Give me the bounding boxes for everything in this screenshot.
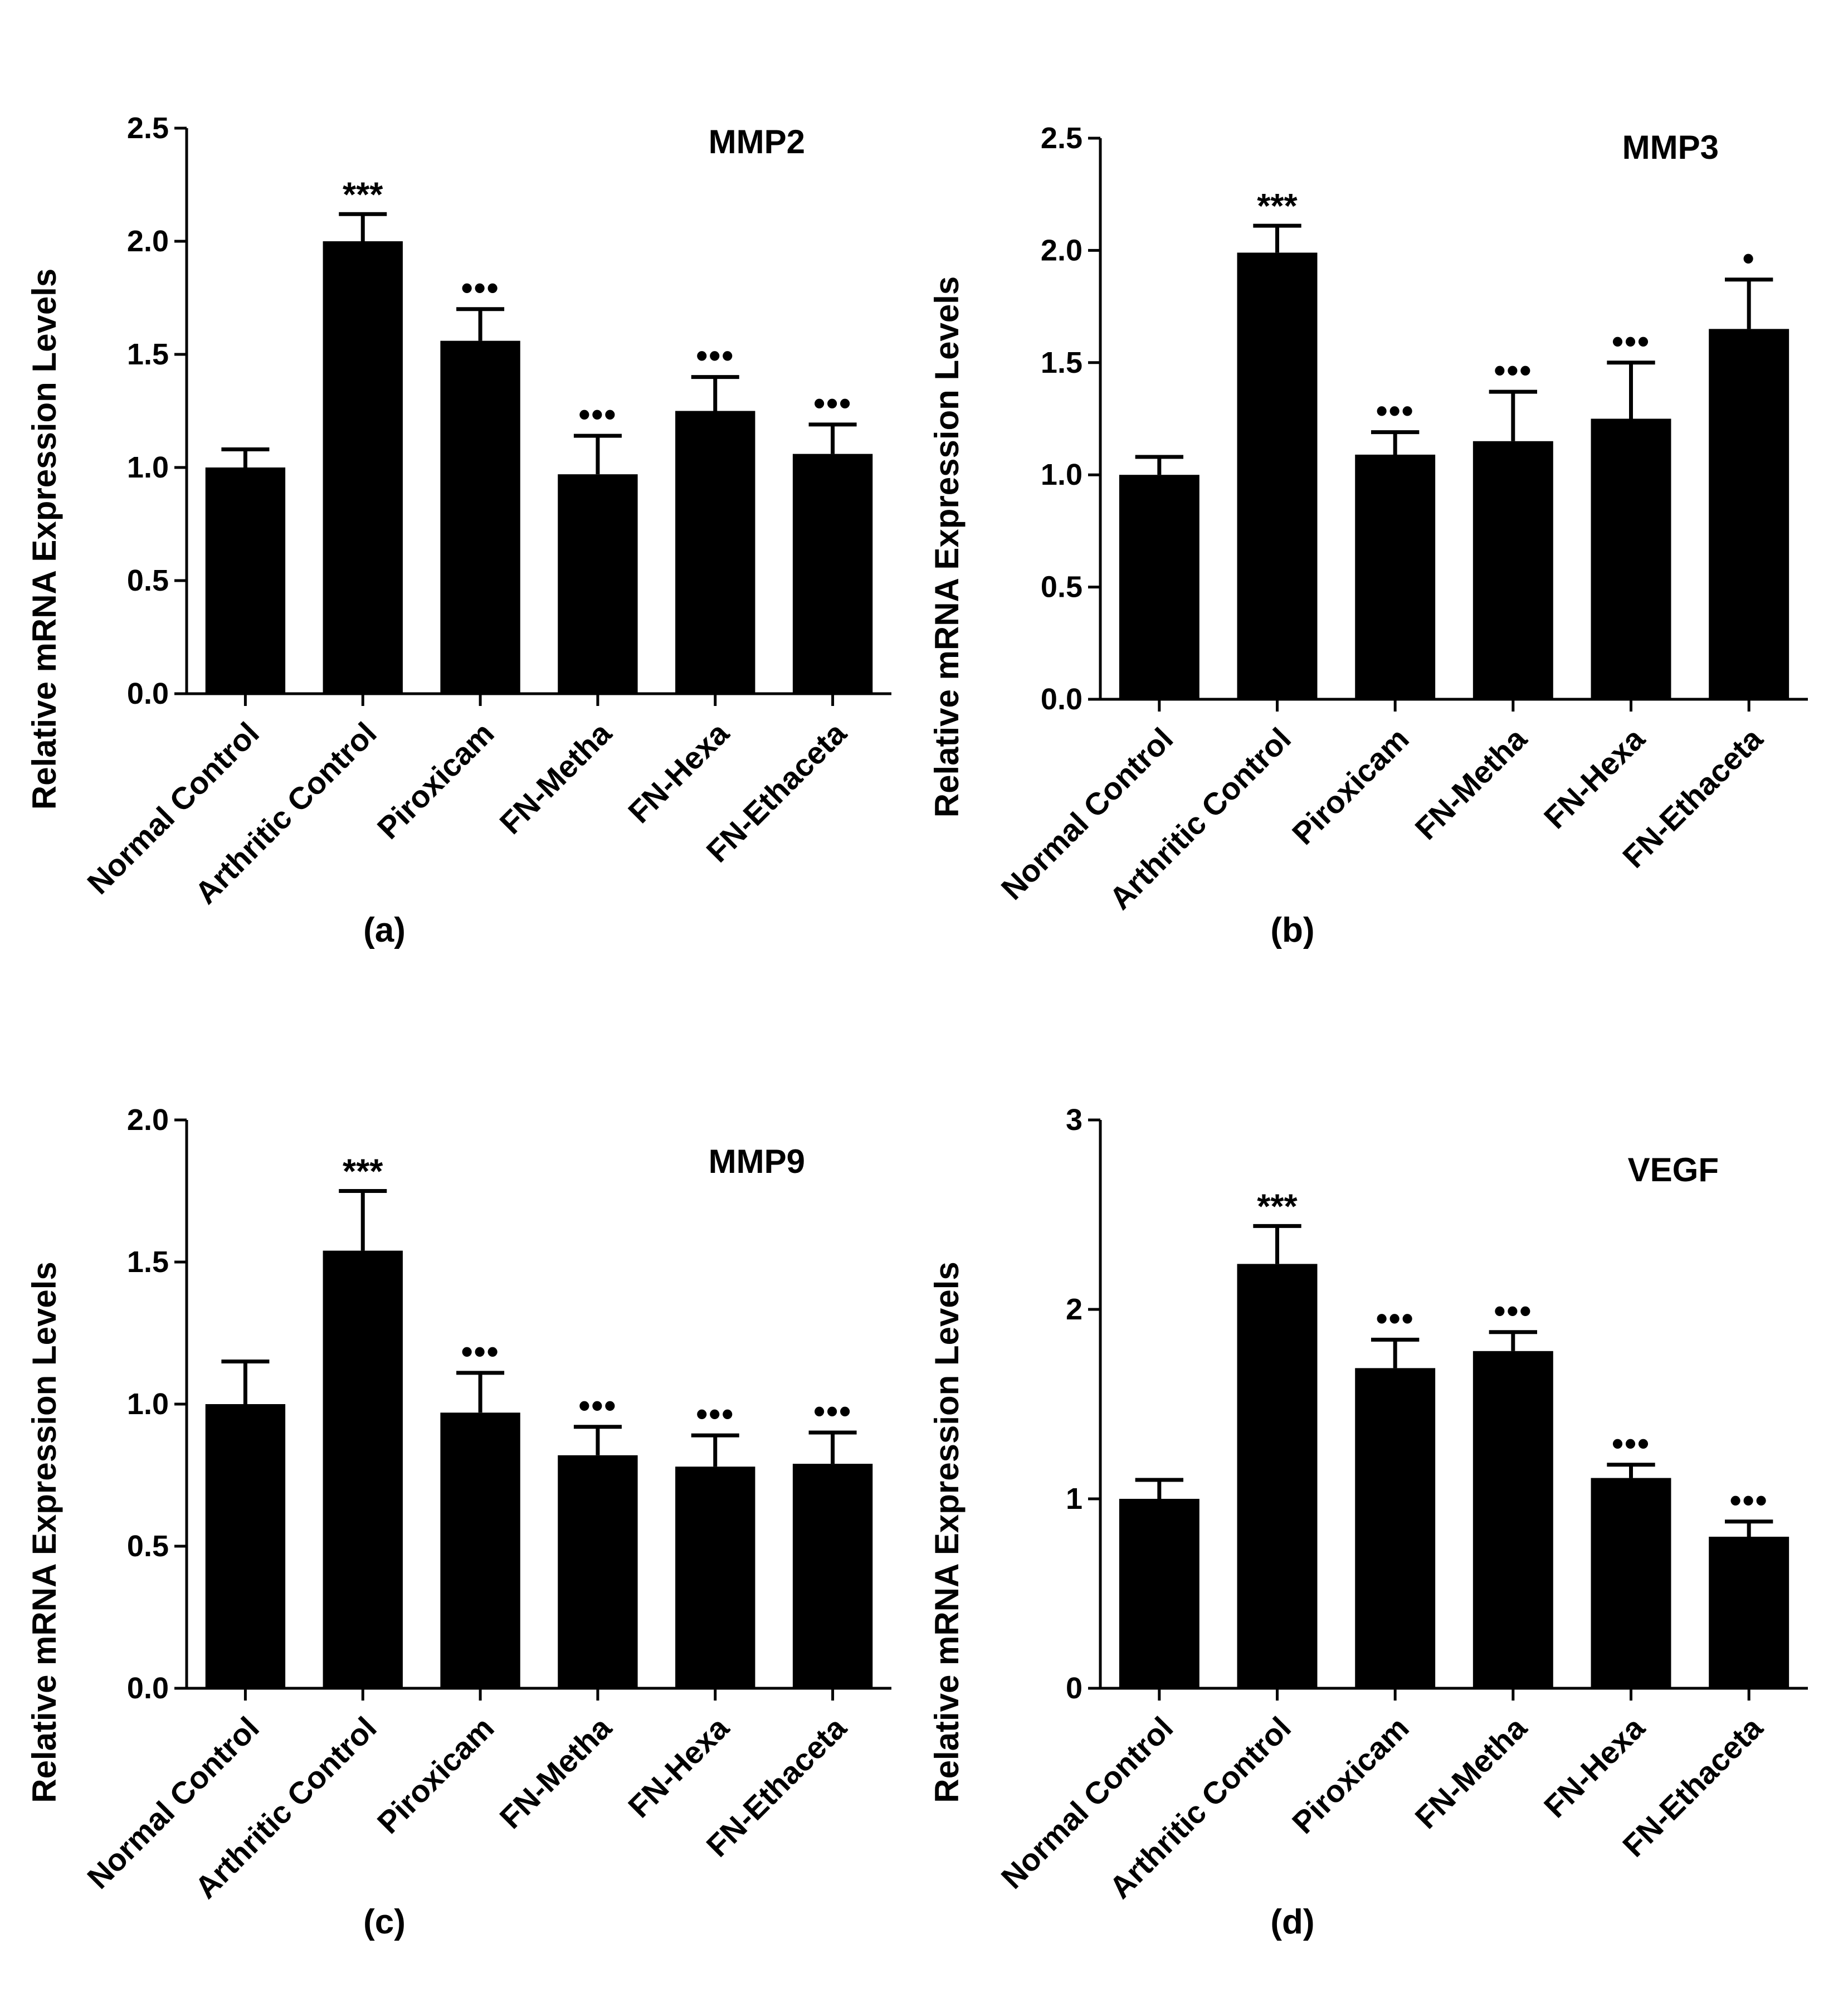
significance-marker: ••• (1612, 323, 1650, 360)
bar (675, 411, 755, 694)
significance-marker: ••• (696, 337, 734, 374)
y-axis-label: Relative mRNA Expression Levels (928, 1261, 966, 1803)
bar (1709, 329, 1790, 699)
significance-marker: ••• (578, 1387, 617, 1424)
y-tick-label: 0.0 (127, 677, 169, 710)
panel-a: 0.0 0.5 1.0 1.5 2.0 2.5 Relative mRNA Expressi… (26, 111, 891, 949)
bar (1119, 1499, 1200, 1688)
bar (1472, 1351, 1553, 1688)
y-tick-label: 3 (1066, 1103, 1083, 1137)
y-tick-label: 2.0 (127, 225, 169, 258)
category-label: FN-Metha (493, 715, 618, 841)
panel-c: 0.0 0.5 1.0 1.5 2.0 Relative mRNA Expression … (26, 1103, 891, 1941)
bar (792, 1464, 873, 1688)
bar (440, 1412, 520, 1688)
significance-marker: • (1743, 240, 1756, 277)
significance-marker: *** (1257, 1187, 1298, 1226)
panel-label: (c) (363, 1903, 406, 1941)
chart-title: MMP3 (1622, 129, 1719, 166)
bar (1591, 418, 1671, 699)
panel-label: (b) (1270, 911, 1314, 949)
y-axis-label: Relative mRNA Expression Levels (26, 1261, 63, 1803)
y-axis-label: Relative mRNA Expression Levels (26, 269, 63, 810)
bar (1355, 1368, 1436, 1688)
chart-title: MMP2 (709, 123, 805, 160)
bar (1355, 454, 1436, 699)
y-tick-label: 2.5 (127, 111, 169, 145)
y-tick-label: 1.5 (127, 1245, 169, 1279)
y-tick-label: 1.5 (127, 338, 169, 371)
bar (1591, 1478, 1671, 1688)
chart-title: VEGF (1628, 1151, 1719, 1188)
y-tick-label: 1.5 (1041, 346, 1083, 379)
category-label: Piroxicam (370, 715, 501, 846)
significance-marker: ••• (1612, 1425, 1650, 1462)
bar (205, 467, 286, 694)
category-label: Piroxicam (370, 1710, 501, 1840)
significance-marker: ••• (461, 269, 500, 306)
y-tick-label: 2.0 (127, 1103, 169, 1137)
significance-marker: ••• (813, 1392, 852, 1430)
category-label: FN-Hexa (621, 715, 736, 830)
bar (1709, 1537, 1790, 1688)
bar (440, 340, 520, 694)
bar (558, 474, 638, 694)
bar (1237, 252, 1318, 700)
category-label: FN-Metha (1408, 1709, 1534, 1835)
bar (558, 1455, 638, 1688)
bar (1472, 441, 1553, 699)
category-label: FN-Hexa (1537, 720, 1652, 835)
bar (323, 1250, 403, 1688)
y-tick-label: 1.0 (127, 1387, 169, 1421)
category-label: FN-Hexa (1537, 1709, 1652, 1824)
category-label: Piroxicam (1285, 721, 1416, 851)
panel-label: (a) (363, 911, 406, 949)
category-label: Piroxicam (1285, 1710, 1416, 1840)
significance-marker: ••• (696, 1395, 734, 1433)
chart-title: MMP9 (709, 1143, 805, 1180)
y-tick-label: 0.5 (1041, 571, 1083, 604)
y-tick-label: 1.0 (1041, 458, 1083, 491)
category-label: FN-Metha (1408, 720, 1534, 846)
panel-label: (d) (1270, 1903, 1314, 1941)
significance-marker: ••• (578, 396, 617, 433)
y-tick-label: 0.0 (127, 1672, 169, 1705)
bar (1119, 475, 1200, 699)
significance-marker: ••• (1376, 392, 1415, 430)
y-tick-label: 1.0 (127, 451, 169, 484)
bar (323, 241, 403, 694)
significance-marker: *** (343, 1153, 383, 1191)
bar (1237, 1264, 1318, 1688)
bar (792, 454, 873, 694)
y-tick-label: 2.0 (1041, 233, 1083, 267)
y-axis-label: Relative mRNA Expression Levels (928, 276, 966, 818)
y-tick-label: 0.0 (1041, 683, 1083, 716)
y-tick-label: 2 (1066, 1293, 1083, 1326)
significance-marker: ••• (461, 1333, 500, 1370)
significance-marker: ••• (1494, 352, 1532, 389)
significance-marker: *** (1257, 187, 1298, 226)
y-tick-label: 1 (1066, 1482, 1083, 1516)
significance-marker: ••• (1730, 1482, 1768, 1519)
y-tick-label: 2.5 (1041, 121, 1083, 155)
significance-marker: ••• (1494, 1292, 1532, 1329)
category-label: FN-Metha (493, 1709, 618, 1835)
bar (675, 1467, 755, 1688)
bar (205, 1404, 286, 1688)
y-tick-label: 0.5 (127, 564, 169, 597)
significance-marker: *** (343, 176, 383, 214)
panel-b: 0.0 0.5 1.0 1.5 2.0 2.5 Relative mRNA Expressi… (928, 121, 1808, 949)
category-label: FN-Hexa (621, 1709, 736, 1824)
y-tick-label: 0 (1066, 1672, 1083, 1705)
significance-marker: ••• (1376, 1299, 1415, 1337)
significance-marker: ••• (813, 384, 852, 422)
y-tick-label: 0.5 (127, 1529, 169, 1563)
